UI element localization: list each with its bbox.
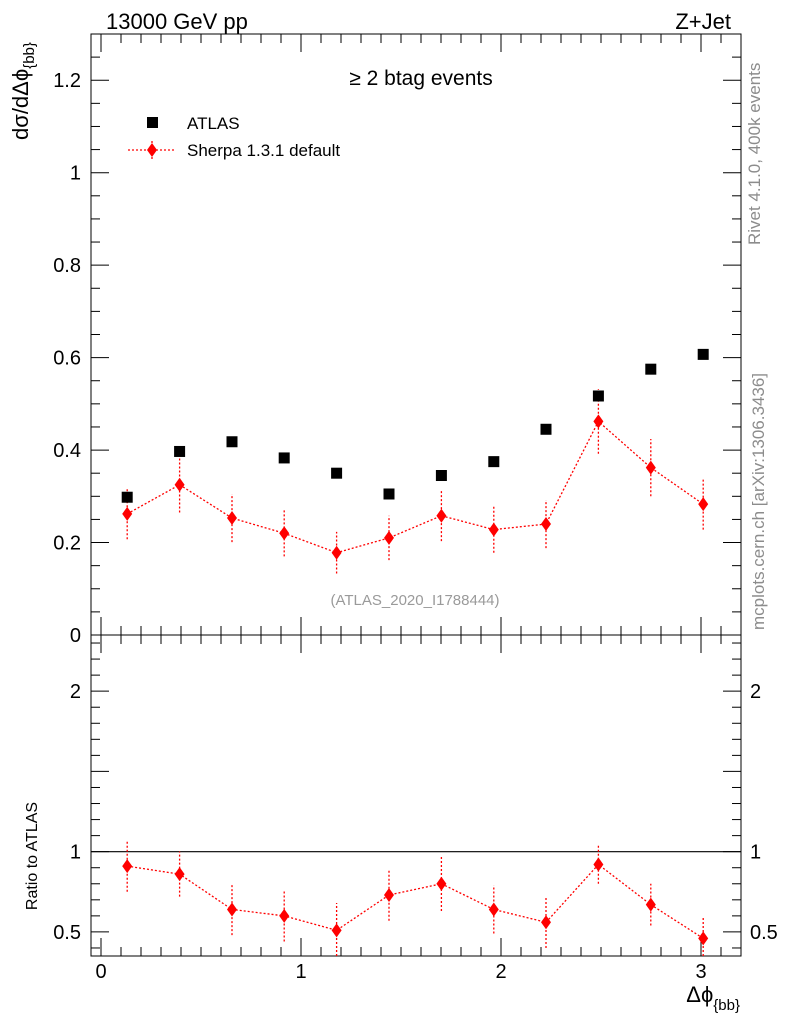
sherpa-ratio-point bbox=[593, 857, 604, 872]
header-right: Z+Jet bbox=[675, 9, 731, 34]
atlas-main-point bbox=[697, 348, 709, 360]
main-y-tick-label: 0 bbox=[70, 625, 81, 647]
legend: ATLAS Sherpa 1.3.1 default bbox=[128, 114, 340, 160]
sherpa-main-point bbox=[593, 414, 604, 429]
y-axis-label-subscript: {bb} bbox=[21, 42, 38, 69]
sherpa-main-point bbox=[488, 522, 499, 537]
x-tick-label: 3 bbox=[695, 961, 706, 983]
sherpa-ratio-point bbox=[436, 876, 447, 891]
atlas-main-point bbox=[592, 390, 604, 402]
y-axis-label-ratio: Ratio to ATLAS bbox=[24, 802, 41, 910]
sherpa-ratio-point bbox=[331, 923, 342, 938]
x-axis-label-subscript: {bb} bbox=[713, 997, 740, 1014]
axis-ticks bbox=[91, 33, 742, 956]
sherpa-main-point bbox=[645, 460, 656, 475]
main-y-tick-label: 1 bbox=[70, 163, 81, 185]
analysis-label: (ATLAS_2020_I1788444) bbox=[330, 592, 499, 609]
main-y-tick-label: 1.2 bbox=[53, 70, 81, 92]
sherpa-main-point bbox=[122, 506, 133, 521]
atlas-main-point bbox=[226, 436, 238, 448]
ratio-panel-frame bbox=[90, 634, 742, 957]
sherpa-main-point bbox=[384, 530, 394, 545]
sherpa-ratio-point bbox=[122, 859, 133, 874]
sherpa-ratio-point bbox=[279, 908, 290, 923]
x-tick-label: 0 bbox=[95, 961, 106, 983]
atlas-main-point bbox=[435, 470, 447, 482]
atlas-main-point bbox=[383, 488, 395, 500]
sherpa-main-point bbox=[174, 477, 185, 492]
main-y-tick-label: 0.8 bbox=[53, 255, 81, 277]
sherpa-main-point bbox=[698, 497, 709, 512]
sherpa-ratio-line bbox=[127, 863, 704, 939]
tick-labels: 0 1 2 3 0 0.2 0.4 0.6 0.8 1 1.2 0.5 0.5 1 1 2 2 bbox=[53, 70, 778, 983]
sherpa-main-point bbox=[279, 526, 290, 541]
atlas-main-point bbox=[331, 467, 343, 479]
x-axis-label: Δϕ{bb} bbox=[686, 982, 740, 1014]
ratio-y-tick-label-left: 1 bbox=[70, 842, 81, 864]
side-rivet: Rivet 4.1.0, 400k events bbox=[745, 63, 764, 245]
sherpa-ratio-point bbox=[698, 931, 709, 946]
ratio-y-tick-label-left: 2 bbox=[70, 681, 81, 703]
sherpa-main-point bbox=[436, 508, 447, 523]
main-y-tick-label: 0.2 bbox=[53, 533, 81, 555]
data-series bbox=[121, 348, 709, 956]
sherpa-main-line bbox=[126, 420, 704, 554]
ratio-y-tick-label-right: 0.5 bbox=[750, 922, 778, 944]
y-axis-label-main: dσ/dΔϕ{bb} bbox=[8, 42, 38, 140]
sherpa-main-point bbox=[331, 545, 342, 560]
sherpa-ratio-point bbox=[227, 902, 237, 917]
sherpa-ratio-point bbox=[384, 888, 394, 903]
atlas-main-point bbox=[121, 491, 133, 503]
legend-label-atlas: ATLAS bbox=[187, 114, 240, 133]
legend-label-sherpa: Sherpa 1.3.1 default bbox=[187, 141, 340, 160]
sherpa-ratio-point bbox=[541, 915, 551, 930]
plot-frames bbox=[90, 33, 742, 957]
main-y-tick-label: 0.6 bbox=[53, 348, 81, 370]
atlas-main-point bbox=[174, 445, 186, 457]
legend-marker-sherpa bbox=[147, 143, 157, 157]
header-left: 13000 GeV pp bbox=[106, 9, 248, 34]
sherpa-ratio-point bbox=[645, 897, 656, 912]
atlas-main-point bbox=[540, 423, 552, 435]
atlas-main-point bbox=[488, 456, 500, 468]
sherpa-ratio-point bbox=[174, 867, 185, 882]
main-title: ≥ 2 btag events bbox=[349, 67, 492, 90]
sherpa-ratio-point bbox=[488, 902, 499, 917]
x-tick-label: 2 bbox=[495, 961, 506, 983]
sherpa-main-point bbox=[541, 517, 551, 532]
legend-marker-atlas bbox=[147, 117, 158, 128]
x-axis-label-text: Δϕ bbox=[686, 982, 713, 1007]
ratio-y-tick-label-right: 1 bbox=[750, 842, 761, 864]
y-axis-label-text: dσ/dΔϕ bbox=[8, 69, 33, 140]
sherpa-main-point bbox=[227, 511, 237, 526]
main-y-tick-label: 0.4 bbox=[53, 440, 81, 462]
x-tick-label: 1 bbox=[295, 961, 306, 983]
ratio-y-tick-label-left: 0.5 bbox=[53, 922, 81, 944]
side-mcplots: mcplots.cern.ch [arXiv:1306.3436] bbox=[749, 373, 768, 630]
atlas-main-point bbox=[645, 363, 657, 375]
atlas-main-point bbox=[278, 452, 290, 464]
ratio-y-tick-label-right: 2 bbox=[750, 681, 761, 703]
